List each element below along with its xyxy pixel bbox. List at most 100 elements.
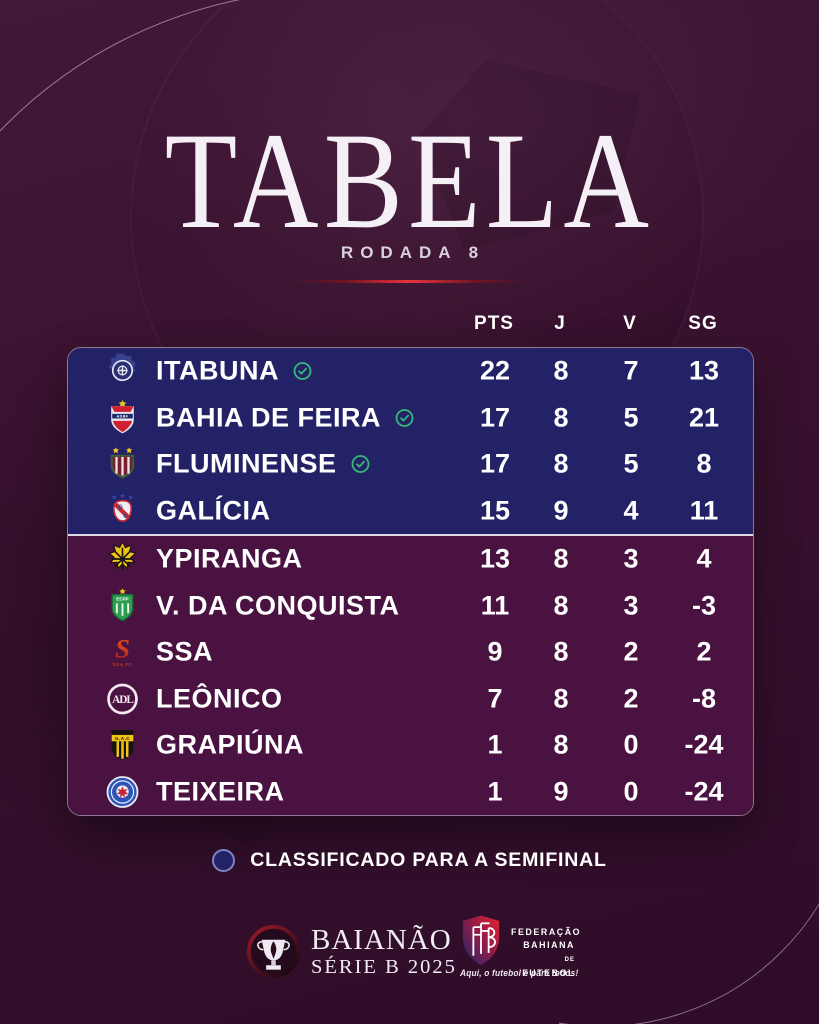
table-row: G.A.C GRAPIÚNA 1 8 0 -24 [68,722,753,769]
standard-zone: YPIRANGA 13 8 3 4 ECPP V. DA CONQUISTA 11 8 3 -3 S S… [68,534,753,815]
team-name: LEÔNICO [156,683,283,714]
team-name: V. DA CONQUISTA [156,590,400,621]
svg-text:ADBF: ADBF [117,414,129,418]
stat-sg: -24 [684,776,724,807]
qualified-check-icon [293,362,312,381]
team-cell: GRAPIÚNA [156,730,304,761]
legend: CLASSIFICADO PARA A SEMIFINAL [0,846,819,874]
table-row: ADBF BAHIA DE FEIRA 17 8 5 21 [68,395,753,442]
federation-line: DE FUTEBOL [522,957,575,978]
stat-sg: -8 [691,683,716,714]
table-row: ECPP V. DA CONQUISTA 11 8 3 -3 [68,583,753,630]
stat-j: 9 [553,495,569,526]
standings-table: ITABUNA 22 8 7 13 ADBF BAHIA DE FEIRA 17 8 5 21 FLU… [67,347,754,816]
table-row: G C GALÍCIA 15 9 4 11 [68,488,753,535]
team-cell: GALÍCIA [156,495,271,526]
team-cell: FLUMINENSE [156,449,370,480]
team-cell: ITABUNA [156,356,312,387]
stat-j: 8 [553,355,569,386]
team-name: TEIXEIRA [156,776,285,807]
federation-logo: FEDERAÇÃO BAHIANA DE FUTEBOL [460,914,582,980]
stat-j: 8 [553,729,569,760]
accent-divider [290,280,529,283]
table-row: TEIXEIRA 1 9 0 -24 [68,769,753,816]
fluminense-crest-icon [104,446,141,483]
stat-pts: 13 [479,543,511,574]
team-name: FLUMINENSE [156,448,337,479]
federation-line: BAHIANA [523,940,575,950]
stat-pts: 1 [487,729,503,760]
stat-pts: 17 [479,402,511,433]
team-name: ITABUNA [156,355,279,386]
stat-j: 8 [553,683,569,714]
stat-v: 5 [623,402,639,433]
ssa-crest-icon: S SSA FC [104,634,141,671]
stat-v: 3 [623,543,639,574]
svg-text:S: S [115,634,130,664]
qualified-zone: ITABUNA 22 8 7 13 ADBF BAHIA DE FEIRA 17 8 5 21 FLU… [68,348,753,534]
round-subtitle: RODADA 8 [340,243,486,262]
stat-pts: 22 [479,355,511,386]
qualified-dot-icon [212,848,236,872]
stat-sg: 2 [696,636,712,667]
legend-label: CLASSIFICADO PARA A SEMIFINAL [250,848,607,871]
bahia-de-feira-crest-icon: ADBF [104,399,141,436]
championship-wordmark: BAIANÃO SÉRIE B 2025 [311,925,457,979]
table-row: ITABUNA 22 8 7 13 [68,348,753,395]
page-title: TABELA [164,104,655,257]
itabuna-crest-icon [104,353,141,390]
team-cell: BAHIA DE FEIRA [156,402,414,433]
column-headers: PTS J V SG [67,313,752,339]
stat-pts: 17 [479,448,511,479]
team-cell: TEIXEIRA [156,776,285,807]
stat-sg: 11 [689,495,719,526]
stat-j: 8 [553,543,569,574]
federation-tagline: Aqui, o futebol é para todos! [460,968,579,979]
table-row: S SSA FC SSA 9 8 2 2 [68,629,753,676]
stat-v: 5 [623,448,639,479]
federation-line: FEDERAÇÃO [511,927,582,937]
team-name: GALÍCIA [156,495,271,526]
team-name: SSA [156,636,214,667]
championship-edition: SÉRIE B 2025 [311,955,457,978]
stat-pts: 15 [479,495,511,526]
stat-j: 9 [553,776,569,807]
stat-v: 2 [623,636,639,667]
svg-text:ADL: ADL [112,694,134,706]
ypiranga-crest-icon [104,541,141,578]
stat-sg: 21 [688,402,720,433]
stat-pts: 7 [487,683,503,714]
stat-sg: -3 [691,590,716,621]
team-name: GRAPIÚNA [156,729,305,760]
stat-sg: 4 [696,543,712,574]
column-header-v: V [623,313,637,334]
column-header-sg: SG [688,313,718,334]
stat-v: 7 [623,355,639,386]
vitoria-da-conquista-crest-icon: ECPP [104,587,141,624]
federation-name: FEDERAÇÃO BAHIANA DE FUTEBOL [511,926,582,980]
stat-j: 8 [553,402,569,433]
stat-sg: 8 [696,448,712,479]
team-name: YPIRANGA [156,543,303,574]
leonico-crest-icon: ADL [104,680,141,717]
stat-v: 3 [623,590,639,621]
qualified-check-icon [395,408,414,427]
svg-text:G.A.C: G.A.C [115,736,130,742]
stat-j: 8 [553,590,569,621]
trophy-badge-icon [246,924,301,979]
stat-pts: 11 [480,590,510,621]
stat-pts: 9 [487,636,503,667]
championship-logo: BAIANÃO SÉRIE B 2025 [246,924,457,979]
team-cell: V. DA CONQUISTA [156,590,400,621]
stat-sg: -24 [684,729,724,760]
grapiuna-crest-icon: G.A.C [104,727,141,764]
team-cell: YPIRANGA [156,544,303,575]
svg-text:G: G [118,504,123,511]
svg-text:ECPP: ECPP [116,596,128,601]
team-cell: SSA [156,637,213,668]
column-header-j: J [554,313,566,334]
stat-sg: 13 [688,355,720,386]
table-row: YPIRANGA 13 8 3 4 [68,536,753,583]
